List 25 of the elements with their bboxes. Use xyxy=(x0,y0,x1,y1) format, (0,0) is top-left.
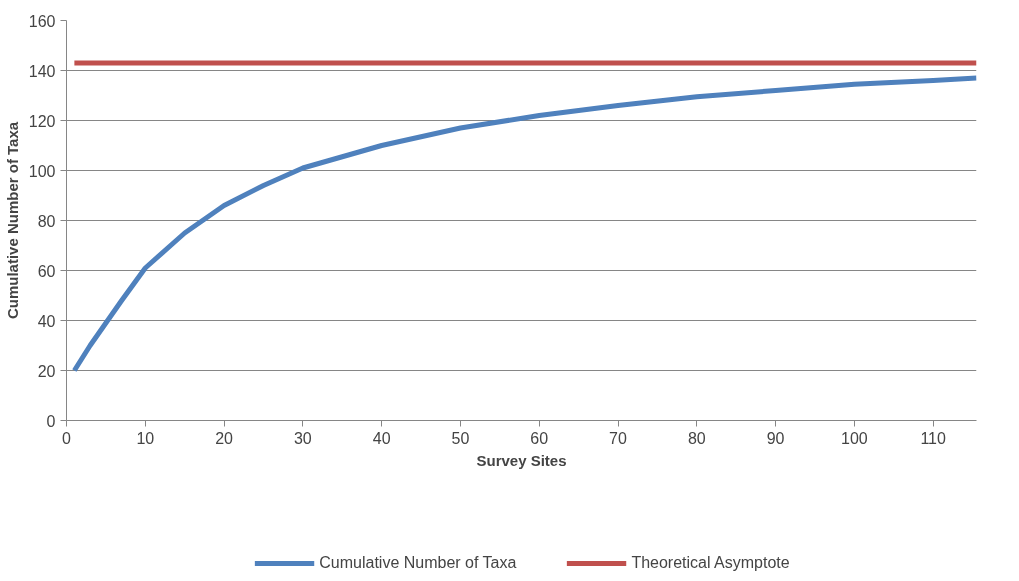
y-tick-label: 160 xyxy=(28,12,56,30)
y-tick-label: 0 xyxy=(46,412,56,430)
x-tick-label: 10 xyxy=(136,429,155,447)
x-tick-label: 100 xyxy=(841,429,868,447)
y-tick-label: 80 xyxy=(37,212,56,230)
y-tick-label: 40 xyxy=(37,312,56,330)
x-tick-label: 90 xyxy=(766,429,785,447)
y-tick-label: 140 xyxy=(28,62,56,80)
x-tick-label: 70 xyxy=(609,429,628,447)
x-tick-label: 80 xyxy=(687,429,706,447)
x-axis-title: Survey Sites xyxy=(476,451,567,469)
y-tick-label: 60 xyxy=(37,262,56,280)
y-axis-title: Cumulative Number of Taxa xyxy=(3,121,21,320)
y-tick-label: 100 xyxy=(28,162,56,180)
x-tick-label: 0 xyxy=(62,429,72,447)
legend-label: Theoretical Asymptote xyxy=(631,553,790,572)
x-tick-label: 20 xyxy=(215,429,234,447)
x-tick-label: 110 xyxy=(920,429,947,447)
legend-label: Cumulative Number of Taxa xyxy=(319,553,517,572)
y-tick-label: 120 xyxy=(28,112,56,130)
x-tick-label: 30 xyxy=(293,429,312,447)
y-tick-label: 20 xyxy=(37,362,56,380)
x-tick-label: 40 xyxy=(372,429,391,447)
x-tick-label: 60 xyxy=(530,429,549,447)
x-tick-label: 50 xyxy=(451,429,470,447)
